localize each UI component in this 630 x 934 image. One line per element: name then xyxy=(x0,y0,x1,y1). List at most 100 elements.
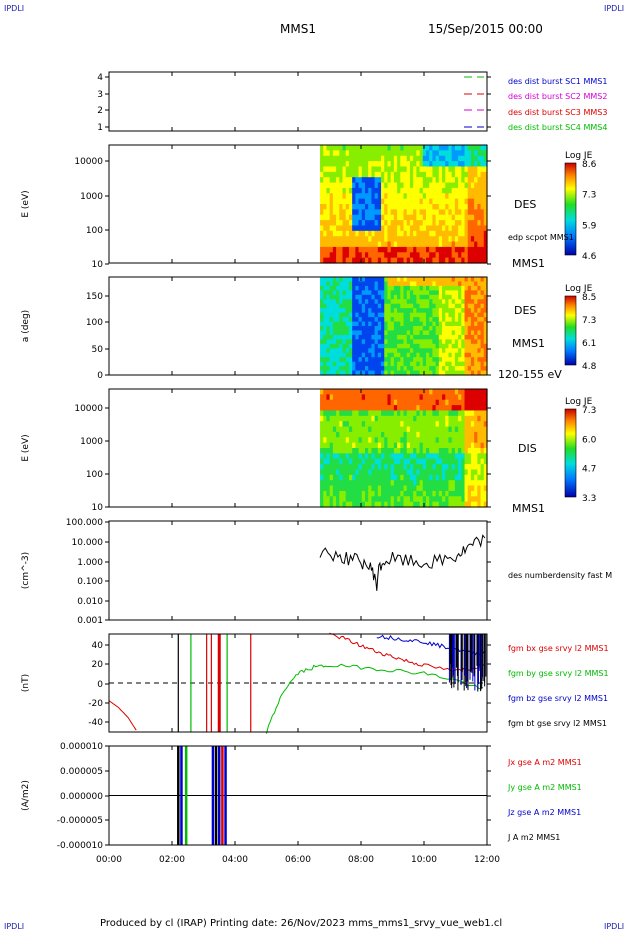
heatmap-cell xyxy=(342,303,347,309)
heatmap-cell xyxy=(355,458,360,465)
heatmap-cell xyxy=(361,453,366,460)
heatmap-cell xyxy=(393,257,398,264)
heatmap-cell xyxy=(438,426,443,433)
heatmap-cell xyxy=(377,437,382,444)
heatmap-cell xyxy=(435,155,440,162)
heatmap-cell xyxy=(432,339,437,345)
heatmap-cell xyxy=(397,155,401,162)
heatmap-cell xyxy=(358,198,363,205)
heatmap-cell xyxy=(422,426,427,433)
heatmap-cell xyxy=(474,166,478,173)
heatmap-cell xyxy=(329,209,334,216)
heatmap-cell xyxy=(348,193,353,200)
heatmap-cell xyxy=(416,257,421,264)
heatmap-cell xyxy=(474,394,478,401)
heatmap-cell xyxy=(390,370,395,376)
heatmap-cell xyxy=(345,437,350,444)
heatmap-cell xyxy=(409,366,414,372)
heatmap-cell xyxy=(361,370,366,376)
heatmap-cell xyxy=(336,171,340,178)
heatmap-cell xyxy=(365,252,369,259)
heatmap-cell xyxy=(365,458,369,465)
heatmap-cell xyxy=(483,399,488,406)
heatmap-cell xyxy=(474,312,478,318)
heatmap-cell xyxy=(326,230,331,237)
heatmap-cell xyxy=(477,490,482,497)
heatmap-cell xyxy=(358,352,363,358)
heatmap-cell xyxy=(448,290,453,296)
heatmap-cell xyxy=(409,299,414,305)
heatmap-cell xyxy=(365,399,369,406)
heatmap-cell xyxy=(332,308,337,314)
heatmap-cell xyxy=(397,294,401,300)
heatmap-cell xyxy=(371,426,376,433)
heatmap-cell xyxy=(416,220,421,227)
heatmap-cell xyxy=(454,161,459,168)
heatmap-cell xyxy=(329,352,334,358)
heatmap-cell xyxy=(435,348,440,354)
y-axis-label: a (deg) xyxy=(21,310,31,342)
heatmap-cell xyxy=(348,330,353,336)
heatmap-cell xyxy=(454,426,459,433)
heatmap-cell xyxy=(332,389,337,395)
heatmap-cell xyxy=(387,193,392,200)
heatmap-cell xyxy=(387,299,392,305)
colorbar-tick-label: 7.3 xyxy=(582,406,596,416)
heatmap-cell xyxy=(474,214,478,221)
heatmap-cell xyxy=(361,485,366,492)
heatmap-cell xyxy=(361,225,366,232)
heatmap-cell xyxy=(413,485,417,492)
heatmap-cell xyxy=(403,474,408,481)
heatmap-cell xyxy=(348,177,353,184)
heatmap-cell xyxy=(323,321,328,327)
heatmap-cell xyxy=(426,361,430,367)
y-tick-label: 10000 xyxy=(74,404,103,414)
heatmap-cell xyxy=(339,161,344,168)
heatmap-cell xyxy=(403,496,408,503)
heatmap-cell xyxy=(406,431,411,438)
x-tick-label: 12:00 xyxy=(474,855,500,865)
heatmap-cell xyxy=(400,294,405,300)
heatmap-cell xyxy=(409,281,414,287)
heatmap-cell xyxy=(397,182,401,189)
heatmap-cell xyxy=(435,299,440,305)
heatmap-cell xyxy=(477,257,482,264)
heatmap-cell xyxy=(445,281,450,287)
heatmap-cell xyxy=(397,317,401,323)
heatmap-cell xyxy=(377,161,382,168)
heatmap-cell xyxy=(381,496,385,503)
heatmap-cell xyxy=(403,246,408,253)
heatmap-cell xyxy=(400,285,405,291)
heatmap-cell xyxy=(426,150,430,157)
heatmap-cell xyxy=(483,285,488,291)
heatmap-cell xyxy=(409,241,414,248)
heatmap-cell xyxy=(345,145,350,151)
heatmap-cell xyxy=(448,177,453,184)
heatmap-cell xyxy=(467,204,472,210)
heatmap-cell xyxy=(384,442,389,449)
heatmap-cell xyxy=(467,312,472,318)
heatmap-cell xyxy=(348,490,353,497)
heatmap-cell xyxy=(413,236,417,243)
heatmap-cell xyxy=(352,501,356,508)
heatmap-cell xyxy=(390,177,395,184)
heatmap-cell xyxy=(480,177,485,184)
heatmap-cell xyxy=(345,352,350,358)
heatmap-cell xyxy=(416,469,421,476)
heatmap-cell xyxy=(393,214,398,221)
heatmap-cell xyxy=(342,294,347,300)
heatmap-cell xyxy=(413,480,417,487)
heatmap-cell xyxy=(336,204,340,210)
heatmap-cell xyxy=(435,426,440,433)
colorbar-tick-label: 7.3 xyxy=(582,316,596,326)
heatmap-cell xyxy=(426,187,430,194)
heatmap-cell xyxy=(358,308,363,314)
heatmap-cell xyxy=(352,366,356,372)
heatmap-cell xyxy=(361,339,366,345)
heatmap-cell xyxy=(371,501,376,508)
heatmap-cell xyxy=(474,485,478,492)
heatmap-cell xyxy=(480,490,485,497)
heatmap-cell xyxy=(355,485,360,492)
heatmap-cell xyxy=(393,294,398,300)
heatmap-cell xyxy=(406,277,411,283)
